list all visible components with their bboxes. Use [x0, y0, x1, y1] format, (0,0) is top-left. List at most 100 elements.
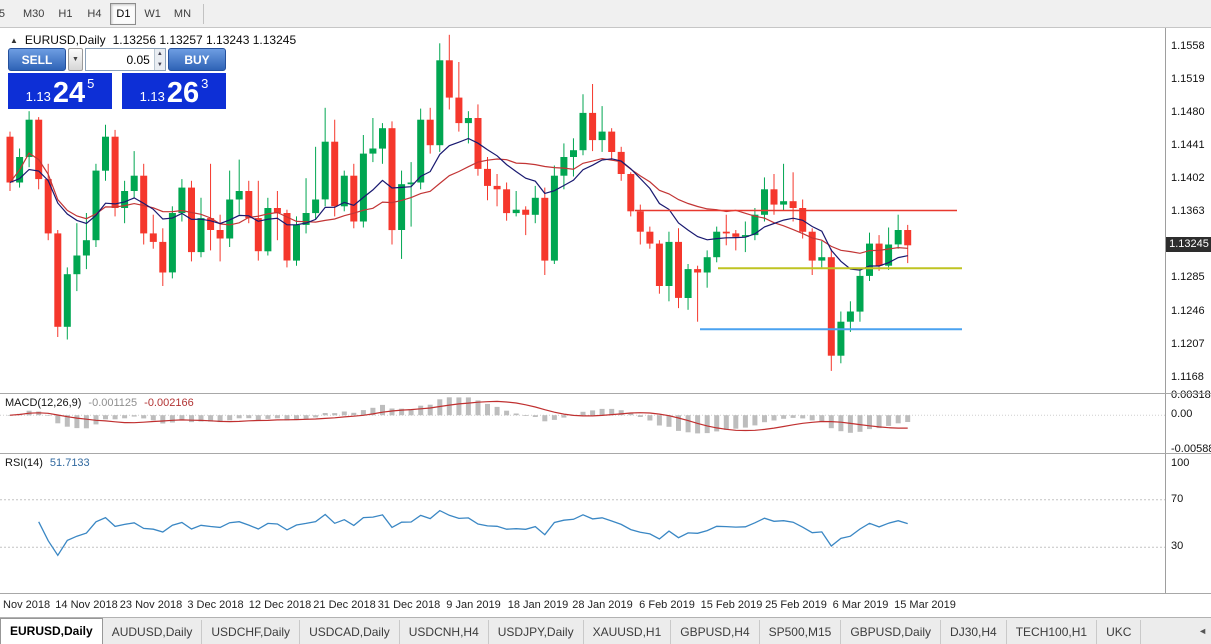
- volume-field: ▲ ▼: [85, 48, 166, 71]
- chart-tab-dj30-h4[interactable]: DJ30,H4: [941, 620, 1007, 644]
- date-label: 28 Jan 2019: [572, 599, 633, 611]
- price-scale-label: 1.1480: [1171, 105, 1205, 118]
- macd-signal-value: -0.002166: [144, 397, 194, 409]
- date-label: 15 Mar 2019: [894, 599, 956, 611]
- chart-tab-sp500-m15[interactable]: SP500,M15: [760, 620, 842, 644]
- price-scale-label: 1.1441: [1171, 138, 1205, 151]
- chart-tab-eurusd-daily[interactable]: EURUSD,Daily: [0, 618, 103, 644]
- tab-scroll-left-button[interactable]: ◄: [1198, 626, 1207, 636]
- rsi-name: RSI(14): [5, 457, 43, 469]
- chart-tab-tech100-h1[interactable]: TECH100,H1: [1007, 620, 1098, 644]
- chart-tab-audusd-daily[interactable]: AUDUSD,Daily: [103, 620, 203, 644]
- buy-button[interactable]: BUY: [168, 48, 226, 71]
- date-label: 23 Nov 2018: [119, 599, 183, 611]
- timeframe-button-mn[interactable]: MN: [169, 3, 196, 25]
- rsi-panel: RSI(14) 51.7133: [0, 454, 1165, 593]
- macd-scale-label: 0.00: [1171, 408, 1193, 421]
- macd-chart: [0, 397, 1165, 434]
- price-scale-label: 1.1519: [1171, 72, 1205, 85]
- chart-tab-bar: EURUSD,Daily AUDUSD,Daily USDCHF,Daily USDC…: [0, 617, 1211, 644]
- date-label: 5 Nov 2018: [0, 599, 51, 611]
- chevron-down-icon: ▼: [72, 56, 79, 63]
- buy-price-display[interactable]: 1.13 26 3: [122, 73, 226, 109]
- date-label: 15 Feb 2019: [700, 599, 763, 611]
- sell-price-display[interactable]: 1.13 24 5: [8, 73, 112, 109]
- chart-tab-usdchf-daily[interactable]: USDCHF,Daily: [202, 620, 301, 644]
- date-label: 14 Nov 2018: [55, 599, 118, 611]
- price-scale-label: 1.1207: [1171, 337, 1205, 350]
- price-scale-label: 1.1285: [1171, 271, 1205, 284]
- timeframe-button-h4[interactable]: H4: [81, 3, 107, 25]
- chart-area: MACD(12,26,9) -0.001125 -0.002166 RSI(14…: [0, 28, 1165, 593]
- macd-indicator-label: MACD(12,26,9) -0.001125 -0.002166: [5, 397, 194, 409]
- date-label: 6 Mar 2019: [832, 599, 889, 611]
- chart-title-icon: ▲: [10, 35, 18, 45]
- chart-symbol-period: EURUSD,Daily: [24, 33, 106, 47]
- price-scale-label: 1.1363: [1171, 205, 1205, 218]
- chart-ohlc-values: 1.13256 1.13257 1.13243 1.13245: [112, 33, 297, 47]
- macd-scale-label: 0.003188: [1171, 389, 1211, 402]
- candlestick-chart: [6, 34, 962, 371]
- trade-controls-row: SELL ▼ ▲ ▼ BUY: [8, 48, 226, 71]
- date-label: 21 Dec 2018: [313, 599, 376, 611]
- chart-tab-xauusd-h1[interactable]: XAUUSD,H1: [584, 620, 672, 644]
- volume-dropdown-button[interactable]: ▼: [68, 48, 83, 71]
- macd-name: MACD(12,26,9): [5, 397, 82, 409]
- rsi-chart: [0, 499, 1165, 557]
- rsi-indicator-label: RSI(14) 51.7133: [5, 457, 90, 469]
- price-scale-label: 1.1246: [1171, 304, 1205, 317]
- price-scale-label: 1.1168: [1171, 370, 1204, 383]
- one-click-trading-panel: SELL ▼ ▲ ▼ BUY 1.13 24 5 1.13 26 3: [8, 48, 226, 109]
- date-label: 9 Jan 2019: [446, 599, 501, 611]
- chart-tab-ukc[interactable]: UKC: [1097, 620, 1142, 644]
- rsi-value: 51.7133: [49, 457, 90, 469]
- date-label: 6 Feb 2019: [639, 599, 695, 611]
- ask-pips: 26: [166, 77, 200, 109]
- rsi-scale-label: 30: [1171, 540, 1184, 553]
- date-label: 3 Dec 2018: [187, 599, 244, 611]
- sell-button[interactable]: SELL: [8, 48, 66, 71]
- ask-figure: 1.13: [139, 89, 165, 104]
- chart-tab-usdjpy-daily[interactable]: USDJPY,Daily: [489, 620, 584, 644]
- price-scale-label: 1.1402: [1171, 172, 1205, 185]
- rsi-scale-label: 100: [1171, 457, 1190, 469]
- moving-averages: [9, 137, 908, 271]
- toolbar-separator: [203, 3, 205, 24]
- timeframe-buttons: 5 M30 H1 H4 D1 W1 MN: [0, 2, 196, 25]
- macd-value: -0.001125: [88, 397, 138, 409]
- bid-pips: 24: [52, 77, 86, 109]
- volume-input[interactable]: [86, 49, 154, 70]
- chart-tab-gbpusd-daily[interactable]: GBPUSD,Daily: [841, 620, 942, 644]
- chart-tab-usdcnh-h4[interactable]: USDCNH,H4: [400, 620, 489, 644]
- timeframe-button-w1[interactable]: W1: [139, 3, 166, 25]
- volume-spinner[interactable]: ▲ ▼: [153, 49, 165, 70]
- panel-separator[interactable]: [0, 393, 1211, 394]
- date-label: 25 Feb 2019: [765, 599, 827, 611]
- price-scale-label: 1.1558: [1171, 39, 1205, 52]
- timeframe-button-d1[interactable]: D1: [110, 2, 137, 25]
- price-scale: 1.13245 1.1558 1.1519 1.1480 1.1441 1.1402 1.…: [1165, 28, 1211, 593]
- price-panel: [0, 28, 1165, 393]
- trade-prices-row: 1.13 24 5 1.13 26 3: [8, 73, 226, 109]
- timeframe-button-5[interactable]: 5: [0, 3, 15, 25]
- tab-strip: EURUSD,Daily AUDUSD,Daily USDCHF,Daily USDC…: [0, 618, 1211, 644]
- chart-bottom-border: [0, 593, 1211, 594]
- timeframe-button-h1[interactable]: H1: [52, 3, 78, 25]
- ask-point: 3: [201, 76, 209, 91]
- spinner-up-icon[interactable]: ▲: [154, 49, 165, 60]
- chart-tab-usdcad-daily[interactable]: USDCAD,Daily: [300, 620, 400, 644]
- date-label: 12 Dec 2018: [248, 599, 312, 611]
- panel-separator[interactable]: [0, 453, 1211, 454]
- spinner-down-icon[interactable]: ▼: [154, 59, 165, 70]
- bid-point: 5: [87, 76, 95, 91]
- rsi-scale-label: 70: [1171, 492, 1184, 505]
- chart-title: ▲ EURUSD,Daily 1.13256 1.13257 1.13243 1…: [10, 33, 296, 47]
- timeframe-toolbar: 5 M30 H1 H4 D1 W1 MN: [0, 0, 1211, 28]
- date-label: 18 Jan 2019: [507, 599, 569, 611]
- chart-tab-gbpusd-h4[interactable]: GBPUSD,H4: [671, 620, 760, 644]
- macd-panel: MACD(12,26,9) -0.001125 -0.002166: [0, 394, 1165, 453]
- current-price-badge: 1.13245: [1166, 236, 1211, 252]
- timeframe-button-m30[interactable]: M30: [18, 3, 49, 25]
- bid-figure: 1.13: [25, 89, 51, 104]
